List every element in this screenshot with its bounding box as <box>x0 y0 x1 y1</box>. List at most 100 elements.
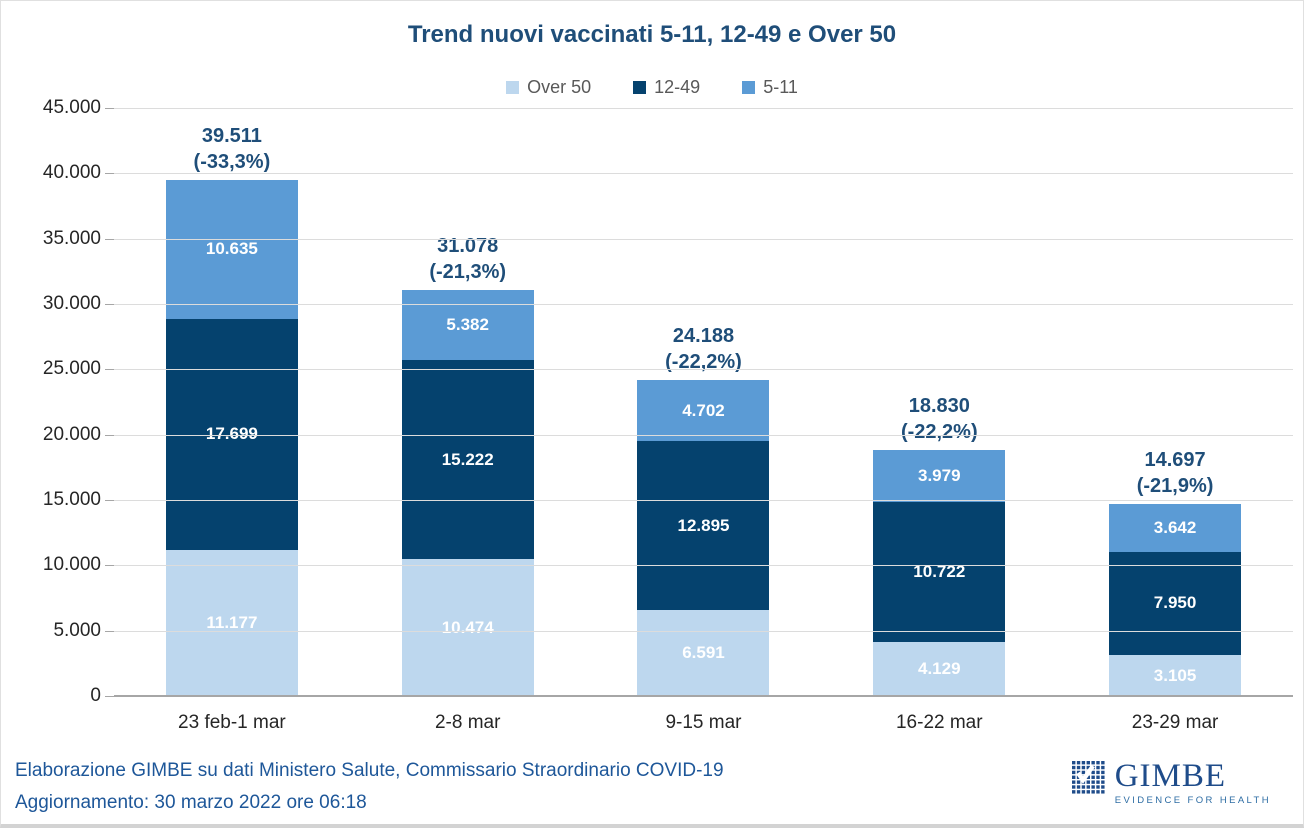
bar-segment-label: 10.474 <box>441 617 494 637</box>
bar-segment: 11.177 <box>165 549 298 696</box>
bar-segment: 10.722 <box>873 501 1006 643</box>
bar-total-value: 18.830 <box>908 394 970 417</box>
bar-total-value: 24.188 <box>672 324 735 347</box>
x-axis-label: 2-8 mar <box>434 712 501 733</box>
tick-mark <box>105 696 114 697</box>
gridline <box>114 695 1293 697</box>
tick-mark <box>105 434 114 436</box>
bar-segment-label: 12.895 <box>677 515 730 535</box>
legend-label: 12-49 <box>654 77 701 97</box>
bar-segment-label: 6.591 <box>682 642 725 662</box>
bar-segment: 4.702 <box>637 379 770 442</box>
bar-segment-label: 4.129 <box>918 659 961 679</box>
bar-total: 31.078 (-21,3%) <box>320 233 616 285</box>
bar-total: 24.188 (-22,2%) <box>556 323 852 375</box>
bar-column: 10.635 17.699 11.177 39.511 (-33,3%) 23 feb-1… <box>114 108 350 733</box>
bar-total-change: (-21,9%) <box>1136 474 1214 497</box>
bar-segment: 17.699 <box>165 318 298 550</box>
bar: 5.382 15.222 10.474 <box>401 289 534 696</box>
y-axis-tick-label: 0 <box>90 685 101 706</box>
bar-segment-label: 17.699 <box>205 424 258 444</box>
bar-column: 3.979 10.722 4.129 18.830 (-22,2%) 16-22 mar <box>821 108 1057 733</box>
tick-mark <box>105 630 114 632</box>
tick-mark <box>105 565 114 567</box>
tick-mark <box>105 108 114 109</box>
x-axis-label: 16-22 mar <box>895 712 983 733</box>
gimbe-logo-tagline: EVIDENCE FOR HEALTH <box>1114 795 1271 806</box>
bar-segment: 3.105 <box>1109 655 1242 696</box>
bar-segment: 15.222 <box>401 360 534 560</box>
bar-total: 14.697 (-21,9%) <box>1027 447 1303 499</box>
plot-area: 10.635 17.699 11.177 39.511 (-33,3%) 23 feb-1… <box>114 108 1293 733</box>
y-axis-tick-label: 15.000 <box>42 489 101 510</box>
gimbe-logo-icon <box>1071 761 1106 800</box>
bar-segment: 4.129 <box>873 642 1006 696</box>
bar-segment: 10.635 <box>165 179 298 319</box>
legend-item: 12-49 <box>633 77 700 98</box>
bar-segment: 6.591 <box>637 609 770 696</box>
tick-mark <box>105 173 114 175</box>
y-axis-tick-label: 45.000 <box>42 97 101 118</box>
bar-segment: 12.895 <box>637 441 770 610</box>
footer-update: Aggiornamento: 30 marzo 2022 ore 06:18 <box>15 792 367 813</box>
gridline <box>114 434 1293 436</box>
tick-mark <box>105 369 114 371</box>
y-axis-tick-label: 25.000 <box>42 358 101 380</box>
tick-mark <box>105 238 114 240</box>
bar-total-change: (-22,2%) <box>900 420 978 443</box>
legend-item: Over 50 <box>506 77 591 98</box>
bar: 3.642 7.950 3.105 <box>1109 503 1242 696</box>
x-axis-label: 9-15 mar <box>665 712 742 733</box>
bar-total-value: 39.511 <box>201 124 262 147</box>
y-axis-tick-label: 30.000 <box>42 293 101 314</box>
bar-column: 4.702 12.895 6.591 24.188 (-22,2%) 9-15 mar <box>586 108 822 733</box>
bar-column: 5.382 15.222 10.474 31.078 (-21,3%) 2-8 mar <box>350 108 586 733</box>
tick-mark <box>105 500 114 501</box>
bar-total-value: 14.697 <box>1144 448 1206 471</box>
legend-swatch <box>633 81 647 94</box>
gridline <box>114 500 1293 501</box>
y-axis-tick-label: 5.000 <box>53 619 101 641</box>
gridline <box>114 630 1293 632</box>
bar-segment: 10.474 <box>401 559 534 696</box>
bar-segment: 3.979 <box>873 449 1006 502</box>
bar-segment: 5.382 <box>401 289 534 361</box>
bar-total: 39.511 (-33,3%) <box>84 123 380 175</box>
footer-source: Elaborazione GIMBE su dati Ministero Sal… <box>15 760 724 781</box>
x-axis-label: 23 feb-1 mar <box>178 712 286 733</box>
y-axis-tick-label: 35.000 <box>42 227 101 249</box>
legend-item: 5-11 <box>742 77 798 98</box>
bar-segment-label: 5.382 <box>446 315 489 335</box>
legend-label: 5-11 <box>763 77 798 97</box>
y-axis-tick-label: 20.000 <box>42 423 101 445</box>
gridline <box>114 108 1293 109</box>
gridline <box>114 565 1293 567</box>
legend-label: Over 50 <box>527 77 592 97</box>
bar-total-change: (-21,3%) <box>429 260 507 283</box>
gridline <box>114 369 1293 371</box>
bar-segment-label: 10.722 <box>913 562 966 581</box>
gimbe-logo-name: GIMBE <box>1114 758 1227 794</box>
chart-title: Trend nuovi vaccinati 5-11, 12-49 e Over… <box>407 21 897 48</box>
bar-total-change: (-33,3%) <box>193 150 271 173</box>
gridline <box>114 173 1293 175</box>
bar-segment: 7.950 <box>1109 551 1242 656</box>
bar-total-value: 31.078 <box>437 234 499 257</box>
tick-mark <box>105 304 114 305</box>
y-axis-tick-label: 40.000 <box>42 162 101 184</box>
legend-swatch <box>742 81 756 94</box>
bar-segment-label: 3.979 <box>918 465 961 485</box>
bar: 4.702 12.895 6.591 <box>637 379 770 696</box>
bar-segment-label: 15.222 <box>441 449 494 469</box>
bar-column: 3.642 7.950 3.105 14.697 (-21,9%) 23-29 mar <box>1057 108 1293 733</box>
gimbe-logo: GIMBE EVIDENCE FOR HEALTH <box>1071 758 1271 807</box>
x-axis-label: 23-29 mar <box>1131 712 1219 733</box>
gridline <box>114 238 1293 240</box>
bar-segment-label: 4.702 <box>682 400 725 420</box>
bar: 3.979 10.722 4.129 <box>873 449 1006 696</box>
bar-segment-label: 7.950 <box>1153 593 1197 613</box>
gimbe-logo-text-block: GIMBE EVIDENCE FOR HEALTH <box>1114 758 1271 807</box>
legend: Over 50 12-49 5-11 <box>1 77 1303 98</box>
bar: 10.635 17.699 11.177 <box>165 179 298 696</box>
bar-total-change: (-22,2%) <box>665 350 742 373</box>
